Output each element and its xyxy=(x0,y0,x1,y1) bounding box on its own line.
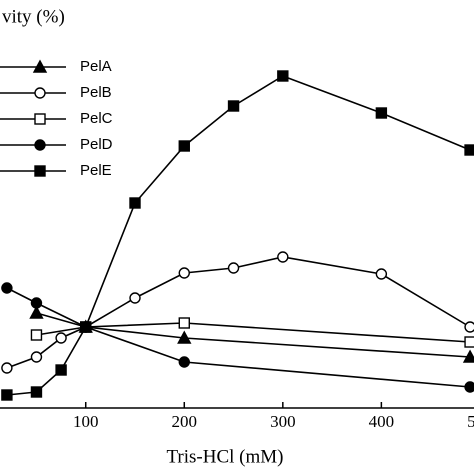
series-line xyxy=(6,75,471,396)
marker xyxy=(1,282,13,294)
marker xyxy=(80,321,92,333)
legend-label: PelD xyxy=(80,136,113,153)
marker xyxy=(227,100,240,112)
legend-label: PelC xyxy=(80,110,113,127)
marker xyxy=(277,251,289,263)
legend-label: PelB xyxy=(80,84,112,101)
marker xyxy=(464,336,474,348)
series-line xyxy=(36,322,471,343)
x-tick-label: 300 xyxy=(270,412,296,431)
marker xyxy=(462,349,474,363)
marker xyxy=(29,305,44,319)
marker xyxy=(129,292,141,304)
legend-label: PelE xyxy=(80,162,112,179)
marker xyxy=(375,107,388,119)
series-line xyxy=(36,312,471,358)
marker xyxy=(55,364,67,376)
marker xyxy=(375,268,388,280)
marker xyxy=(178,140,190,152)
marker xyxy=(177,330,192,344)
x-tick-label: 100 xyxy=(73,412,99,431)
marker xyxy=(178,267,190,279)
x-tick-label: 200 xyxy=(172,412,198,431)
marker xyxy=(178,356,190,368)
marker xyxy=(1,389,13,401)
y-axis-label: vity (%) xyxy=(2,6,65,27)
marker xyxy=(178,317,190,329)
legend-marker xyxy=(34,139,46,151)
x-tick-label: 500 xyxy=(467,412,474,431)
legend-marker xyxy=(32,59,48,73)
marker xyxy=(227,262,240,274)
marker xyxy=(30,329,43,341)
marker xyxy=(30,297,43,309)
marker xyxy=(277,70,289,82)
marker xyxy=(464,144,474,156)
legend-label: PelA xyxy=(80,58,112,75)
legend-marker xyxy=(34,87,46,99)
legend-marker xyxy=(34,113,46,125)
marker xyxy=(30,386,43,398)
marker xyxy=(464,381,474,393)
marker xyxy=(30,351,43,363)
marker xyxy=(464,321,474,333)
series-line xyxy=(6,256,471,369)
marker xyxy=(1,362,13,374)
legend-marker xyxy=(34,165,46,177)
marker xyxy=(129,197,141,209)
x-tick-label: 400 xyxy=(369,412,395,431)
marker xyxy=(55,332,67,344)
x-axis-label: Tris-HCl (mM) xyxy=(166,446,283,467)
